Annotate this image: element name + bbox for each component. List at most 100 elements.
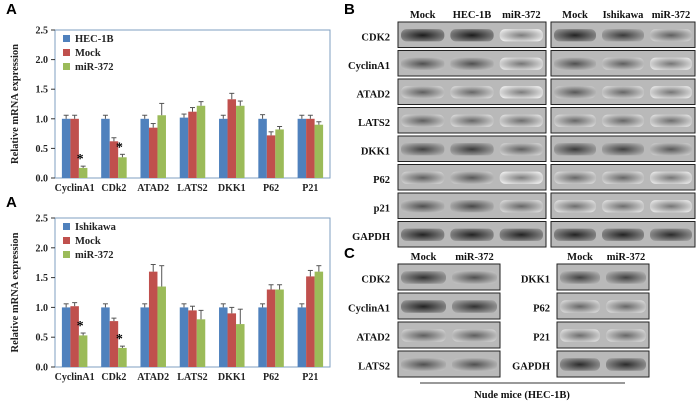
bar-mir-372-p62	[275, 289, 284, 367]
lane-header: Ishikawa	[603, 10, 645, 21]
blot-row-label: LATS2	[358, 118, 390, 129]
panel-letter-c: C	[344, 245, 355, 262]
significance-star: *	[77, 152, 84, 167]
protein-band	[499, 200, 543, 213]
blot-row-label: CyclinA1	[348, 304, 390, 315]
bar-mir-372-p21	[314, 124, 324, 178]
protein-band	[499, 143, 543, 156]
bar-mock-dkk1	[227, 313, 237, 367]
protein-band	[650, 228, 692, 241]
blot-row-label: DKK1	[361, 146, 390, 157]
bar-mir-372-cyclina1	[78, 335, 88, 367]
protein-band	[401, 228, 445, 241]
legend-label: miR-372	[75, 250, 114, 261]
significance-star: *	[116, 332, 123, 347]
x-tick-label: P62	[263, 372, 279, 383]
protein-band	[650, 29, 692, 42]
x-tick-label: DKK1	[218, 183, 246, 194]
protein-band	[554, 57, 596, 70]
protein-band	[560, 271, 600, 284]
lane-header: HEC-1B	[453, 10, 492, 21]
protein-band	[650, 86, 692, 99]
x-tick-label: CyclinA1	[55, 183, 95, 194]
bar-mock-cyclina1	[70, 118, 79, 178]
bar-mock-cyclina1	[70, 306, 79, 367]
y-tick-label: 1.0	[36, 303, 49, 314]
protein-band	[401, 86, 445, 99]
protein-band	[554, 171, 596, 184]
bar-mock-p21	[306, 118, 315, 178]
bar-mir-372-lats2	[196, 105, 206, 178]
protein-band	[606, 300, 646, 313]
bar-mir-372-atad2	[157, 115, 166, 178]
y-tick-label: 0.5	[36, 144, 49, 155]
protein-band	[401, 29, 445, 42]
protein-band	[401, 57, 445, 70]
protein-band	[450, 200, 494, 213]
legend-swatch	[63, 63, 70, 70]
blot-row-label: CDK2	[361, 32, 390, 43]
bar-mock-cdk2	[109, 141, 119, 178]
protein-band	[554, 200, 596, 213]
protein-band	[650, 57, 692, 70]
y-tick-label: 0.5	[36, 333, 49, 344]
protein-band	[450, 86, 494, 99]
protein-band	[401, 329, 446, 342]
protein-band	[554, 114, 596, 127]
protein-band	[554, 143, 596, 156]
x-tick-label: P21	[302, 183, 318, 194]
blot-row-label: DKK1	[521, 275, 550, 286]
protein-band	[450, 29, 494, 42]
protein-band	[560, 329, 600, 342]
protein-band	[554, 86, 596, 99]
bar-ishikawa-atad2	[140, 307, 149, 367]
y-tick-label: 0.0	[36, 174, 49, 185]
bar-mir-372-cdk2	[118, 157, 127, 178]
protein-band	[450, 143, 494, 156]
y-tick-label: 1.5	[36, 273, 49, 284]
x-tick-label: ATAD2	[137, 372, 169, 383]
protein-band	[650, 114, 692, 127]
lane-header: miR-372	[455, 252, 494, 263]
bar-hec-1b-p21	[297, 118, 307, 178]
bar-ishikawa-cdk2	[101, 307, 110, 367]
western-blot-panel-c: Mock miR-372 Mock miR-372 CDK2 CyclinA1 ATAD2 L…	[348, 252, 650, 401]
bar-ishikawa-p62	[258, 307, 267, 367]
panel-letter-a: A	[6, 1, 17, 18]
x-tick-label: P21	[302, 372, 318, 383]
legend-swatch	[63, 49, 70, 56]
lane-header: Mock	[562, 10, 588, 21]
blot-row-label: GAPDH	[512, 362, 550, 373]
blot-row-label: P62	[373, 175, 390, 186]
protein-band	[499, 57, 543, 70]
protein-band	[452, 329, 497, 342]
bar-ishikawa-dkk1	[219, 307, 228, 367]
bar-mock-lats2	[188, 310, 197, 367]
x-tick-label: LATS2	[177, 183, 207, 194]
y-axis-label: Relative mRNA expression	[10, 44, 21, 164]
y-tick-label: 2.5	[36, 214, 49, 225]
protein-band	[450, 228, 494, 241]
protein-band	[560, 358, 600, 371]
protein-band	[499, 228, 543, 241]
protein-band	[499, 171, 543, 184]
protein-band	[606, 329, 646, 342]
blot-row-label: ATAD2	[357, 89, 390, 100]
bar-ishikawa-cyclina1	[61, 307, 71, 367]
blot-caption: Nude mice (HEC-1B)	[474, 390, 570, 401]
bar-hec-1b-cyclina1	[61, 118, 71, 178]
blot-row-label: LATS2	[358, 362, 390, 373]
panel-letter-b: B	[344, 1, 355, 18]
bar-mir-372-lats2	[196, 319, 206, 367]
y-tick-label: 2.0	[36, 243, 49, 254]
bar-chart-hec1b: 0.0 0.5 1.0 1.5 2.0 2.5 Relative mRNA expressi…	[10, 26, 331, 194]
protein-band	[499, 86, 543, 99]
protein-band	[499, 29, 543, 42]
protein-band	[650, 171, 692, 184]
legend-swatch	[63, 35, 70, 42]
legend-swatch	[63, 237, 70, 244]
protein-band	[602, 228, 644, 241]
protein-band	[554, 228, 596, 241]
protein-band	[452, 271, 497, 284]
protein-band	[401, 200, 445, 213]
